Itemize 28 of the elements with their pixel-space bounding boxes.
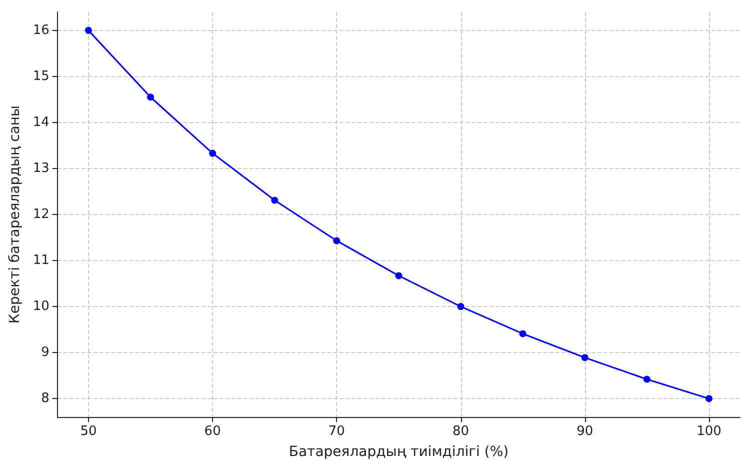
x-tick-label: 70 (328, 424, 345, 439)
point (457, 303, 464, 310)
y-tick-label: 8 (41, 391, 50, 406)
point (519, 330, 526, 338)
point (271, 196, 278, 204)
point (333, 237, 340, 244)
point (147, 94, 154, 101)
x-tick-label: 100 (696, 424, 722, 439)
x-tick-label: 90 (576, 424, 594, 439)
x-tick-label: 60 (204, 424, 221, 439)
y-axis-title: Керекті батареялардың саны (7, 105, 23, 324)
point (581, 354, 588, 362)
x-axis-title: Батареялардың тиімділігі (%) (288, 444, 509, 460)
point (705, 395, 712, 402)
x-tick-label: 80 (452, 424, 470, 439)
point (643, 376, 650, 383)
y-tick-label: 16 (32, 22, 50, 38)
y-tick-label: 11 (32, 253, 50, 268)
y-tick-label: 13 (32, 160, 50, 176)
y-tick-label: 15 (32, 68, 50, 84)
point (84, 26, 92, 34)
y-tick-label: 14 (32, 114, 50, 130)
y-tick-label: 10 (32, 299, 50, 314)
point (209, 150, 216, 157)
x-tick-label: 50 (80, 424, 97, 439)
point (395, 272, 402, 280)
y-tick-label: 9 (41, 345, 50, 360)
y-tick-label: 12 (32, 207, 50, 222)
